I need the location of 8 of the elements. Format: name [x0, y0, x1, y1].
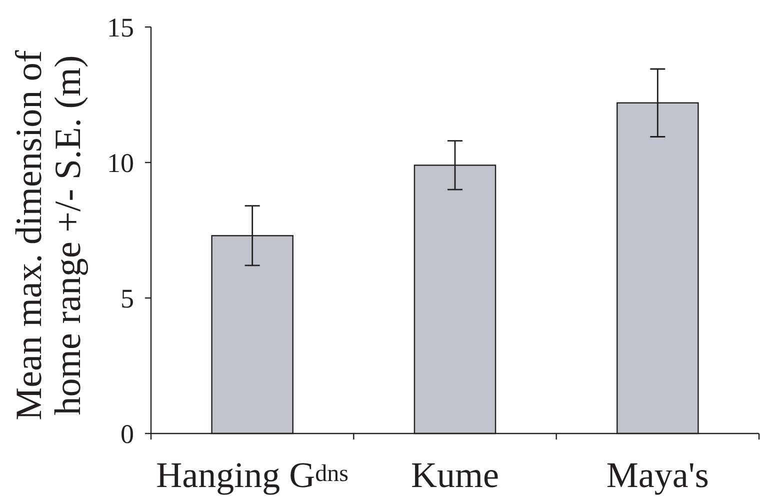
x-tick-label: Maya's	[606, 455, 709, 495]
y-tick-label: 0	[120, 418, 134, 449]
y-tick-label: 5	[120, 283, 134, 314]
y-tick-label: 15	[107, 12, 134, 42]
x-tick-label: Kume	[411, 455, 499, 495]
x-tick-label: Hanging G$^{dns}$	[156, 455, 348, 495]
y-axis-title: Mean max. dimension of home range +/- S.E. (m)	[9, 50, 89, 420]
y-tick-label: 10	[107, 148, 134, 178]
